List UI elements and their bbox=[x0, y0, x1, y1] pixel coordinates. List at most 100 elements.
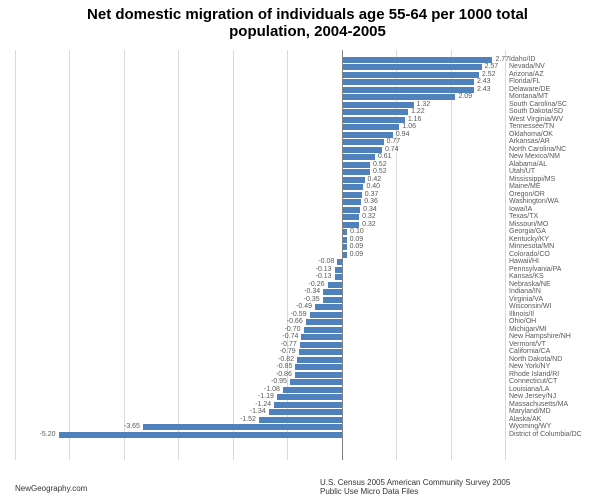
state-label: North Dakota/ND bbox=[509, 356, 562, 363]
bar bbox=[342, 154, 375, 160]
value-label: 0.09 bbox=[350, 251, 364, 258]
value-label: 0.36 bbox=[364, 198, 378, 205]
bar bbox=[342, 79, 474, 85]
chart-row: 0.94Oklahoma/OK bbox=[15, 131, 505, 139]
bar bbox=[304, 327, 342, 333]
chart-row: -1.52Alaska/AK bbox=[15, 416, 505, 424]
value-label: -1.52 bbox=[240, 416, 256, 423]
bar bbox=[342, 214, 359, 220]
bar bbox=[342, 169, 370, 175]
bar bbox=[342, 177, 365, 183]
bar bbox=[315, 304, 342, 310]
value-label: -0.82 bbox=[278, 356, 294, 363]
bar bbox=[342, 207, 361, 213]
state-label: Texas/TX bbox=[509, 213, 538, 220]
chart-row: 0.74North Carolina/NC bbox=[15, 146, 505, 154]
state-label: Rhode Island/RI bbox=[509, 371, 559, 378]
bar bbox=[300, 342, 342, 348]
state-label: New Mexico/NM bbox=[509, 153, 560, 160]
bar bbox=[342, 222, 359, 228]
chart-row: 0.34Iowa/IA bbox=[15, 206, 505, 214]
bar bbox=[59, 432, 342, 438]
value-label: 0.40 bbox=[366, 183, 380, 190]
chart-row: 0.52Utah/UT bbox=[15, 169, 505, 177]
state-label: Nebraska/NE bbox=[509, 281, 551, 288]
bar bbox=[342, 64, 482, 70]
value-label: 1.16 bbox=[408, 116, 422, 123]
state-label: Utah/UT bbox=[509, 168, 535, 175]
state-label: South Carolina/SC bbox=[509, 101, 567, 108]
value-label: -0.26 bbox=[309, 281, 325, 288]
chart-row: 2.52Arizona/AZ bbox=[15, 71, 505, 79]
state-label: New Hampshire/NH bbox=[509, 333, 571, 340]
state-label: Oklahoma/OK bbox=[509, 131, 553, 138]
value-label: -5.20 bbox=[40, 431, 56, 438]
state-label: New York/NY bbox=[509, 363, 550, 370]
chart-row: 2.43Delaware/DE bbox=[15, 86, 505, 94]
state-label: California/CA bbox=[509, 348, 550, 355]
state-label: Alaska/AK bbox=[509, 416, 541, 423]
state-label: West Virginia/WV bbox=[509, 116, 563, 123]
state-label: Idaho/ID bbox=[509, 56, 535, 63]
value-label: 2.09 bbox=[458, 93, 472, 100]
value-label: -0.85 bbox=[276, 363, 292, 370]
value-label: 1.32 bbox=[417, 101, 431, 108]
chart-row: 0.10Georgia/GA bbox=[15, 229, 505, 237]
value-label: -1.08 bbox=[264, 386, 280, 393]
chart-row: -0.49Wisconsin/WI bbox=[15, 304, 505, 312]
bar bbox=[342, 94, 456, 100]
state-label: Kansas/KS bbox=[509, 273, 544, 280]
value-label: -0.79 bbox=[280, 348, 296, 355]
bar bbox=[306, 319, 342, 325]
state-label: Montana/MT bbox=[509, 93, 548, 100]
value-label: -1.24 bbox=[255, 401, 271, 408]
bar bbox=[323, 289, 342, 295]
chart-row: -0.59Illinois/Il bbox=[15, 311, 505, 319]
state-label: Mississippi/MS bbox=[509, 176, 555, 183]
chart-area: 2.77Idaho/ID2.57Nevada/NV2.52Arizona/AZ2… bbox=[15, 50, 600, 460]
bar bbox=[342, 102, 414, 108]
value-label: -1.19 bbox=[258, 393, 274, 400]
bar bbox=[335, 274, 342, 280]
bar bbox=[342, 139, 384, 145]
chart-row: -0.35Virginia/VA bbox=[15, 296, 505, 304]
state-label: Florida/FL bbox=[509, 78, 541, 85]
chart-row: 0.52Alabama/AL bbox=[15, 161, 505, 169]
bar bbox=[328, 282, 342, 288]
value-label: -1.34 bbox=[250, 408, 266, 415]
chart-row: -0.86Rhode Island/RI bbox=[15, 371, 505, 379]
chart-row: 0.77Arkansas/AR bbox=[15, 139, 505, 147]
state-label: Missouri/MO bbox=[509, 221, 548, 228]
value-label: 0.34 bbox=[363, 206, 377, 213]
value-label: 0.32 bbox=[362, 213, 376, 220]
bar bbox=[342, 162, 370, 168]
state-label: Hawaii/HI bbox=[509, 258, 539, 265]
state-label: Washington/WA bbox=[509, 198, 559, 205]
bar bbox=[143, 424, 342, 430]
chart-row: 0.61New Mexico/NM bbox=[15, 154, 505, 162]
state-label: New Jersey/NJ bbox=[509, 393, 556, 400]
chart-row: -0.95Connecticut/CT bbox=[15, 379, 505, 387]
bar bbox=[269, 409, 342, 415]
state-label: Tennessee/TN bbox=[509, 123, 554, 130]
chart-row: 2.77Idaho/ID bbox=[15, 56, 505, 64]
chart-row: 1.06Tennessee/TN bbox=[15, 124, 505, 132]
value-label: 0.77 bbox=[387, 138, 401, 145]
chart-row: 2.43Florida/FL bbox=[15, 79, 505, 87]
state-label: Louisiana/LA bbox=[509, 386, 549, 393]
state-label: Illinois/Il bbox=[509, 311, 534, 318]
value-label: -0.49 bbox=[296, 303, 312, 310]
chart-row: -0.82North Dakota/ND bbox=[15, 356, 505, 364]
chart-row: -0.13Kansas/KS bbox=[15, 274, 505, 282]
value-label: 0.10 bbox=[350, 228, 364, 235]
value-label: -0.86 bbox=[276, 371, 292, 378]
value-label: 1.22 bbox=[411, 108, 425, 115]
value-label: 0.74 bbox=[385, 146, 399, 153]
chart-row: -0.74New Hampshire/NH bbox=[15, 334, 505, 342]
value-label: 0.42 bbox=[368, 176, 382, 183]
state-label: Nevada/NV bbox=[509, 63, 545, 70]
state-label: Maryland/MD bbox=[509, 408, 551, 415]
state-label: Indiana/IN bbox=[509, 288, 541, 295]
bar bbox=[342, 147, 382, 153]
chart-row: -5.20District of Columbia/DC bbox=[15, 431, 505, 439]
